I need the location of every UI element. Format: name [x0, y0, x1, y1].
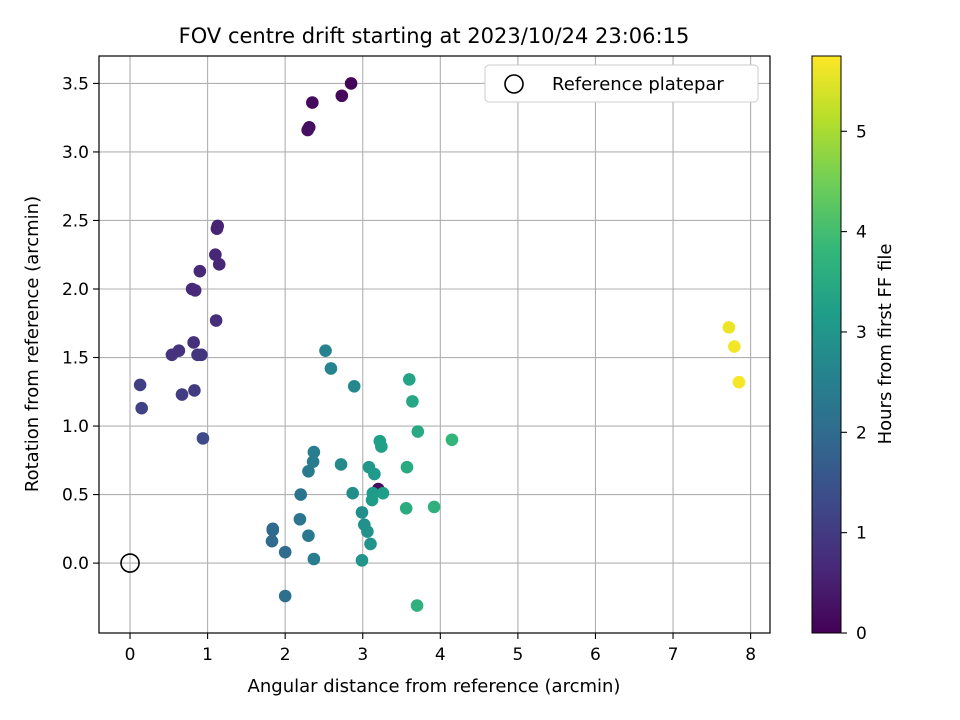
colorbar-label: Hours from first FF file — [875, 244, 896, 445]
data-point — [187, 336, 200, 349]
data-point — [365, 493, 379, 507]
data-point — [278, 589, 292, 603]
data-point — [193, 264, 207, 278]
x-tick-label: 4 — [435, 645, 446, 665]
data-point — [165, 348, 179, 362]
x-axis-label: Angular distance from reference (arcmin) — [248, 676, 621, 697]
data-point — [368, 467, 381, 481]
y-tick-label: 1.0 — [62, 417, 89, 437]
data-point — [307, 552, 321, 566]
data-point — [732, 375, 746, 389]
data-point — [364, 537, 377, 551]
data-point — [133, 378, 147, 392]
data-point — [278, 545, 292, 559]
colorbar-tick-label: 0 — [856, 624, 867, 644]
y-tick-label: 3.0 — [62, 143, 89, 163]
colorbar: 0 1 2 3 4 5 Hours from first FF file — [811, 55, 896, 644]
data-point — [306, 455, 320, 468]
data-point — [188, 284, 202, 297]
data-point — [376, 486, 390, 500]
data-point — [209, 248, 222, 262]
data-point — [722, 321, 736, 334]
data-point — [355, 554, 369, 567]
y-tick-label: 2.5 — [62, 211, 89, 231]
x-tick-label: 0 — [125, 645, 136, 665]
legend: Reference platepar — [484, 64, 759, 103]
data-point — [346, 486, 359, 500]
data-point — [445, 433, 459, 447]
colorbar-tick-label: 3 — [856, 323, 867, 343]
legend-entry-reference-platepar: Reference platepar — [552, 74, 724, 95]
x-tick-label: 1 — [202, 645, 213, 665]
data-point — [402, 373, 416, 386]
data-point — [175, 388, 189, 401]
y-tick-label: 1.5 — [62, 349, 89, 369]
x-tick-label: 5 — [512, 645, 523, 665]
y-axis-label: Rotation from reference (arcmin) — [22, 196, 43, 492]
data-point — [306, 96, 319, 109]
data-point — [135, 401, 148, 415]
data-point — [427, 500, 441, 514]
colorbar-tick-label: 5 — [856, 122, 867, 142]
x-tick-label: 6 — [590, 645, 601, 665]
y-axis-ticks: 0.0 0.5 1.0 1.5 2.0 2.5 3.0 3.5 — [62, 74, 99, 574]
y-tick-label: 3.5 — [62, 74, 89, 94]
reference-platepar-marker — [120, 553, 140, 573]
x-tick-label: 7 — [668, 645, 679, 665]
data-point — [335, 89, 349, 103]
data-point — [265, 534, 279, 548]
data-point — [188, 384, 201, 397]
plot-area: 0 1 2 3 4 5 6 7 8 0.0 0.5 1.0 1.5 2.0 2.5 3.0 3.5 — [62, 55, 771, 665]
data-point — [209, 314, 223, 327]
data-point — [301, 123, 314, 137]
colorbar-ticks: 0 1 2 3 4 5 — [841, 122, 867, 644]
data-point — [319, 344, 332, 357]
data-point — [361, 525, 374, 538]
data-point — [294, 488, 307, 501]
colorbar-tick-label: 2 — [856, 423, 867, 443]
y-tick-label: 0.0 — [62, 554, 89, 574]
x-tick-label: 2 — [280, 645, 291, 665]
data-point — [355, 506, 369, 519]
data-point — [375, 440, 388, 453]
data-point — [324, 362, 338, 375]
data-point — [399, 501, 413, 515]
colorbar-tick-label: 1 — [856, 524, 867, 544]
x-axis-ticks: 0 1 2 3 4 5 6 7 8 — [125, 633, 756, 665]
legend-marker-icon — [504, 74, 524, 94]
data-point — [728, 340, 741, 353]
data-point — [411, 425, 425, 438]
data-point — [334, 458, 348, 471]
data-point — [406, 395, 419, 408]
x-tick-label: 3 — [357, 645, 368, 665]
y-tick-label: 2.0 — [62, 280, 89, 300]
colorbar-gradient — [811, 55, 842, 634]
grid — [99, 56, 770, 633]
plot-background — [99, 56, 770, 633]
data-point — [195, 348, 208, 362]
plot-frame — [98, 55, 771, 634]
data-point — [307, 445, 321, 459]
data-point — [293, 512, 307, 526]
legend-box — [484, 64, 759, 103]
data-point — [196, 432, 210, 445]
colorbar-tick-label: 4 — [856, 223, 867, 243]
x-tick-label: 8 — [745, 645, 756, 665]
data-point — [302, 529, 315, 542]
data-point — [212, 258, 226, 271]
data-point — [347, 380, 361, 393]
data-point — [344, 77, 358, 90]
data-point — [210, 222, 224, 235]
data-point — [302, 464, 315, 478]
y-tick-label: 0.5 — [62, 486, 89, 506]
data-point — [266, 523, 280, 537]
data-points — [133, 77, 746, 612]
data-point — [410, 599, 424, 612]
chart-title: FOV centre drift starting at 2023/10/24 … — [179, 24, 690, 48]
data-point — [400, 460, 414, 474]
